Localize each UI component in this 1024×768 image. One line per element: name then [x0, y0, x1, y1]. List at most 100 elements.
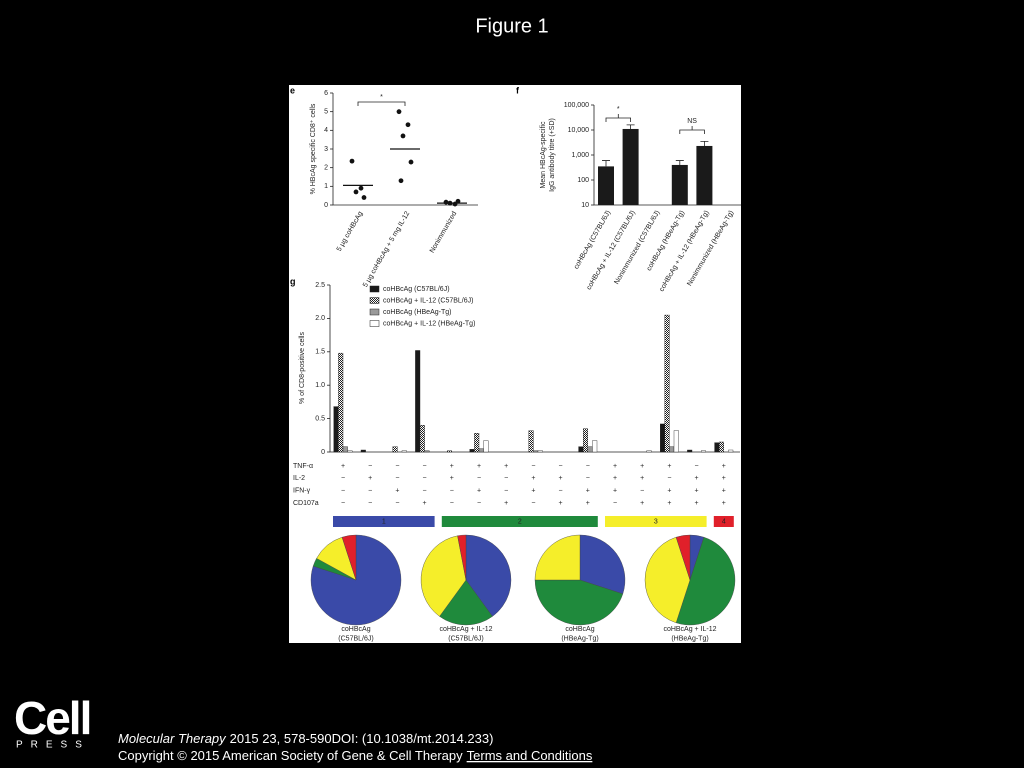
logo: Cell — [14, 692, 90, 744]
matrix-cell: − — [423, 475, 427, 482]
matrix-cell: + — [341, 463, 345, 470]
matrix-cell: + — [613, 463, 617, 470]
y-tick-label: 0.5 — [315, 415, 325, 422]
legend-label: coHBcAg (HBeAg-Tg) — [383, 309, 451, 316]
bracket — [679, 126, 705, 134]
annotation: * — [617, 106, 620, 113]
matrix-cell: − — [667, 475, 671, 482]
terms-link[interactable]: Terms and Conditions — [467, 748, 593, 763]
bar — [469, 449, 475, 453]
pie-label: (C57BL/6J) — [338, 635, 373, 642]
y-tick-label: 6 — [324, 90, 328, 97]
legend-swatch — [369, 320, 380, 327]
group-bar — [441, 516, 598, 527]
legend-label: coHBcAg + IL-12 (C57BL/6J) — [383, 297, 473, 304]
bar — [401, 450, 407, 453]
data-point — [405, 122, 411, 128]
matrix-cell: − — [368, 500, 372, 507]
matrix-cell: + — [586, 500, 590, 507]
bar — [528, 430, 534, 453]
y-tick-label: 2 — [324, 165, 328, 172]
pie-label: coHBcAg — [341, 626, 370, 633]
bar — [687, 449, 693, 453]
matrix-cell: + — [722, 488, 726, 495]
pie-slice — [457, 534, 467, 581]
y-tick-label: 3 — [324, 146, 328, 153]
matrix-cell: + — [695, 500, 699, 507]
y-tick-label: 5 — [324, 109, 328, 116]
data-point — [398, 178, 404, 184]
pie-label: coHBcAg + IL-12 — [439, 626, 492, 633]
y-tick-label: 4 — [324, 127, 328, 134]
bar — [424, 450, 430, 453]
data-point — [353, 189, 359, 195]
data-point — [361, 195, 367, 200]
bar — [719, 441, 725, 453]
y-tick-label: 0 — [324, 202, 328, 209]
bar — [533, 450, 539, 453]
y-tick-label: 2.5 — [315, 282, 325, 289]
matrix-cell: + — [531, 475, 535, 482]
group-bar — [333, 516, 435, 527]
marker-label: IFN-γ — [293, 488, 311, 495]
bar — [714, 442, 720, 453]
matrix-cell: − — [341, 488, 345, 495]
data-point — [443, 199, 449, 205]
bar — [583, 428, 589, 453]
bar — [478, 448, 484, 453]
pie-label: (HBeAg-Tg) — [671, 635, 708, 642]
matrix-cell: − — [423, 488, 427, 495]
bar — [360, 449, 366, 453]
matrix-cell: + — [722, 475, 726, 482]
y-tick-label: 2.0 — [315, 315, 325, 322]
bar — [671, 164, 688, 205]
matrix-cell: + — [722, 463, 726, 470]
matrix-cell: − — [504, 475, 508, 482]
matrix-cell: + — [586, 488, 590, 495]
marker-label: IL-2 — [293, 475, 305, 482]
bar — [483, 440, 489, 453]
panel-letter: e — [290, 85, 295, 95]
y-axis-label: % of CD8-positive cells — [299, 332, 306, 404]
matrix-cell: + — [450, 475, 454, 482]
bar — [696, 145, 713, 205]
error-bar — [700, 140, 709, 146]
data-point — [455, 198, 461, 204]
bar — [664, 314, 670, 453]
y-axis-label: IgG antibody titre (+SD) — [549, 118, 556, 192]
marker-label: CD107a — [293, 500, 319, 507]
matrix-cell: + — [531, 488, 535, 495]
group-label: 4 — [722, 518, 726, 525]
matrix-cell: − — [477, 500, 481, 507]
matrix-cell: − — [695, 463, 699, 470]
matrix-cell: + — [450, 463, 454, 470]
matrix-cell: + — [504, 463, 508, 470]
legend-swatch — [369, 297, 380, 304]
pie-slice — [579, 534, 626, 595]
journal: Molecular Therapy — [118, 731, 227, 746]
matrix-cell: + — [640, 475, 644, 482]
matrix-cell: + — [559, 475, 563, 482]
pie-slice — [675, 536, 736, 626]
matrix-cell: + — [613, 475, 617, 482]
panel-letter: g — [290, 276, 296, 286]
matrix-cell: − — [531, 500, 535, 507]
bracket — [605, 114, 631, 122]
bar — [474, 433, 480, 453]
bar — [338, 352, 344, 453]
y-tick-label: 1.5 — [315, 349, 325, 356]
y-tick-label: 100,000 — [564, 102, 589, 109]
bar — [419, 425, 425, 453]
matrix-cell: + — [477, 488, 481, 495]
bar — [447, 450, 453, 453]
bar — [578, 446, 584, 453]
annotation: NS — [687, 118, 697, 125]
pie-slice — [644, 536, 691, 624]
data-point — [400, 133, 406, 139]
y-axis-label: Mean HBcAg-specific — [540, 121, 547, 188]
bar — [347, 450, 353, 453]
matrix-cell: + — [640, 463, 644, 470]
matrix-cell: + — [667, 500, 671, 507]
pie-label: coHBcAg + IL-12 — [663, 626, 716, 633]
matrix-cell: − — [613, 500, 617, 507]
